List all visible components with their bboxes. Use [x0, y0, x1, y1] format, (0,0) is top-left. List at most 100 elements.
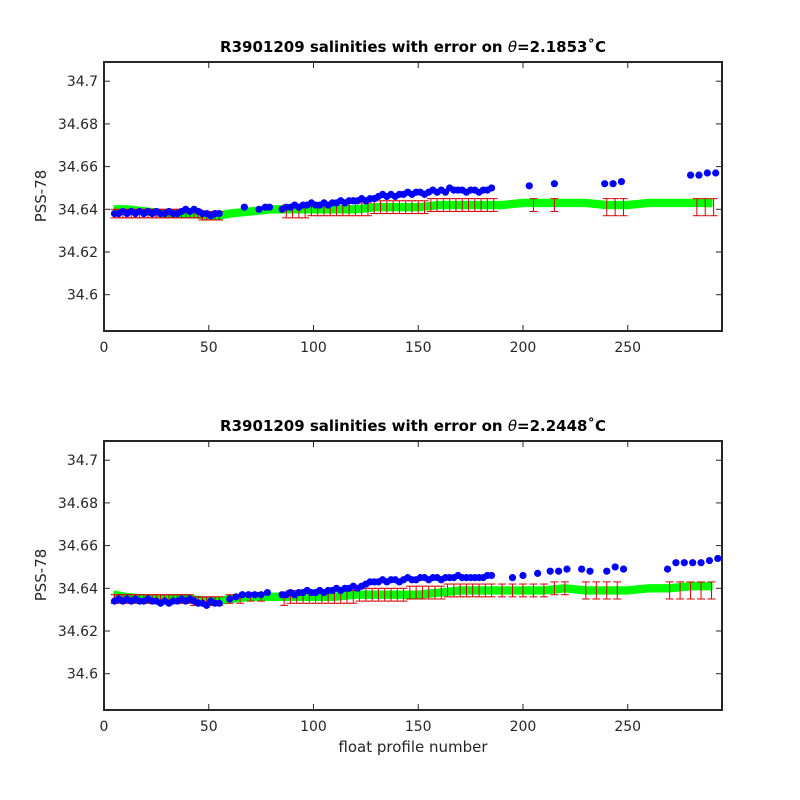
panel-top-data-point	[601, 180, 609, 188]
panel-bottom-data-point	[714, 554, 722, 563]
panel-bottom-error-bar	[437, 585, 446, 600]
panel-bottom-data-point	[563, 565, 571, 573]
panel-top-y-tick-label: 34.6	[67, 288, 98, 304]
panel-bottom-x-tick-label: 150	[405, 719, 432, 735]
panel-bottom-y-tick-label: 34.66	[58, 539, 98, 555]
panel-top-error-bar	[602, 198, 611, 217]
panel-bottom-y-tick-label: 34.62	[58, 624, 98, 640]
panel-bottom-data-point	[251, 591, 259, 599]
panel-bottom-error-bar	[508, 583, 517, 598]
panel-top-data-point	[487, 184, 496, 192]
panel-bottom-data-point	[546, 567, 554, 575]
panel-bottom-data-point	[238, 591, 246, 599]
panel-bottom-y-tick-label: 34.64	[58, 581, 98, 597]
panel-top-y-tick-label: 34.66	[58, 160, 98, 176]
panel-top-x-tick-label: 100	[300, 340, 327, 356]
panel-top-error-bar	[529, 198, 538, 212]
x-axis-label: float profile number	[338, 738, 488, 756]
panel-bottom-title: R3901209 salinities with error on θ=2.24…	[220, 417, 606, 435]
panel-top-data-point	[712, 169, 720, 177]
panel-bottom-data-point	[226, 595, 234, 603]
panel-bottom-data-point	[244, 591, 253, 599]
panel-bottom-data-point	[689, 559, 697, 567]
panel-bottom-x-tick-label: 50	[200, 719, 218, 735]
panel-bottom-y-tick-label: 34.7	[67, 453, 98, 469]
panel-top-data-point	[686, 171, 695, 179]
panel-top-error-bar	[550, 198, 559, 212]
panel-bottom-data-point	[263, 588, 272, 597]
panel-bottom-data-point	[603, 567, 611, 575]
panel-top-y-tick-label: 34.62	[58, 245, 98, 261]
panel-top-data-point	[703, 169, 711, 177]
panel-top-x-tick-label: 50	[200, 340, 218, 356]
panel-bottom-x-tick-label: 250	[614, 719, 641, 735]
panel-top-error-bar	[489, 198, 498, 212]
panel-bottom-y-tick-label: 34.68	[58, 496, 98, 512]
panel-bottom-data-point	[578, 565, 586, 573]
panel-bottom-error-bar	[560, 581, 569, 596]
panel-bottom-error-bar	[697, 581, 706, 600]
panel-bottom: R3901209 salinities with error on θ=2.24…	[32, 417, 723, 756]
panel-bottom-x-tick-label: 0	[100, 719, 109, 735]
panel-bottom-error-bar	[581, 581, 590, 600]
panel-bottom-error-bar	[399, 587, 408, 602]
panel-top-data-point	[525, 182, 533, 190]
panel-top-x-tick-label: 150	[405, 340, 432, 356]
panel-top-y-tick-label: 34.7	[67, 74, 98, 90]
panel-bottom-data-point	[680, 559, 688, 567]
panel-top-y-axis-label: PSS-78	[32, 170, 50, 223]
panel-bottom-error-bar	[592, 581, 601, 600]
panel-top-y-ticks: 34.6 34.62 34.64 34.66 34.68 34.7	[58, 74, 722, 304]
panel-top-error-bar	[701, 198, 710, 217]
panel-top-data-point	[255, 205, 263, 213]
panel-bottom-error-bar	[487, 583, 496, 598]
panel-bottom-y-tick-label: 34.6	[67, 667, 98, 683]
panel-top-error-bar	[420, 200, 429, 215]
panel-bottom-error-bar	[602, 581, 611, 600]
panel-bottom-data-point	[586, 567, 594, 575]
panel-bottom-point-layer	[110, 554, 722, 609]
panel-bottom-data-point	[257, 591, 265, 599]
panel-bottom-error-bar	[707, 581, 716, 600]
panel-top-x-ticks: 0 50 100 150 200 250	[100, 62, 641, 356]
panel-top-data-point	[265, 203, 274, 211]
panel-top-x-tick-label: 250	[614, 340, 641, 356]
panel-bottom-error-bar	[518, 583, 527, 598]
panel-bottom-data-point	[232, 593, 240, 601]
panel-bottom-y-axis-label: PSS-78	[32, 549, 50, 602]
panel-top-data-point	[695, 171, 703, 179]
panel-bottom-data-point	[663, 565, 672, 573]
panel-bottom-x-tick-label: 200	[510, 719, 537, 735]
panel-bottom-data-point	[519, 571, 527, 580]
panel-bottom-error-bar	[539, 583, 548, 598]
panel-bottom-plot-area	[104, 441, 722, 710]
panel-top-error-bar	[619, 198, 628, 217]
panel-top-data-point	[617, 177, 626, 186]
panel-top-y-tick-label: 34.68	[58, 117, 98, 133]
panel-top-x-tick-label: 200	[510, 340, 537, 356]
panel-bottom-error-bar	[550, 581, 559, 596]
panel-top-axes-box	[103, 61, 723, 332]
panel-bottom-data-point	[672, 559, 680, 567]
panel-top-data-point	[215, 209, 223, 218]
panel-bottom-error-bar	[613, 581, 622, 600]
panel-bottom-axes-box	[103, 440, 723, 711]
panel-bottom-x-ticks: 0 50 100 150 200 250	[100, 441, 641, 735]
panel-top-point-layer	[110, 169, 720, 220]
panel-bottom-x-tick-label: 100	[300, 719, 327, 735]
panel-bottom-error-bar	[676, 581, 685, 600]
panel-bottom-data-point	[215, 599, 223, 607]
panel-bottom-error-bar	[665, 581, 674, 600]
panel-top-title: R3901209 salinities with error on θ=2.18…	[220, 38, 606, 56]
panel-top-y-tick-label: 34.64	[58, 202, 98, 218]
panel-bottom-data-point	[611, 563, 619, 571]
panel-bottom-data-point	[697, 559, 705, 567]
panel-top-x-tick-label: 0	[100, 340, 109, 356]
panel-bottom-error-bar	[498, 583, 507, 598]
panel-bottom-data-point	[619, 565, 628, 573]
panel-top: R3901209 salinities with error on θ=2.18…	[32, 38, 723, 356]
panel-top-data-point	[240, 203, 248, 211]
panel-bottom-data-point	[554, 567, 563, 575]
panel-bottom-y-ticks: 34.6 34.62 34.64 34.66 34.68 34.7	[58, 453, 722, 683]
